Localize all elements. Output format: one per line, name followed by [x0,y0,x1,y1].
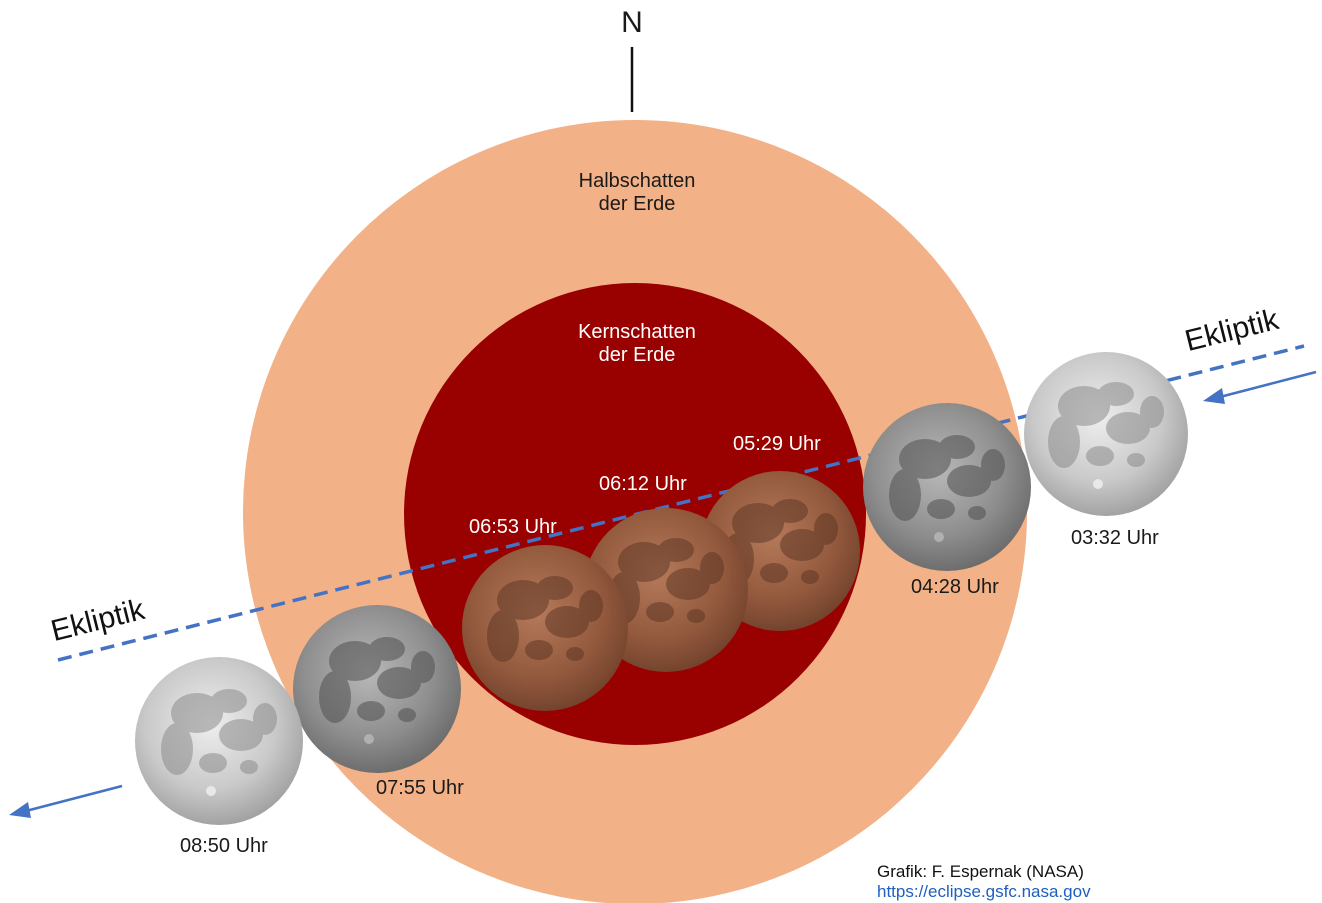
moon-0428 [863,403,1031,571]
umbra-label-line2: der Erde [598,344,676,366]
moon-0653 [462,545,628,711]
time-label-0755: 07:55 Uhr [376,777,464,799]
moon-0850 [135,657,303,825]
arrow-right-icon [1203,370,1317,404]
time-label-0332: 03:32 Uhr [1071,527,1159,549]
penumbra-label: Halbschatten der Erde [537,170,737,216]
time-label-0529: 05:29 Uhr [733,433,821,455]
time-label-0428: 04:28 Uhr [911,576,999,598]
moon-0332 [1024,352,1188,516]
credit-author: Grafik: F. Espernak (NASA) [877,862,1084,881]
umbra-label: Kernschatten der Erde [527,321,747,367]
penumbra-label-line2: der Erde [598,193,676,215]
time-label-0850: 08:50 Uhr [180,835,268,857]
moon-0755 [293,605,461,773]
ecliptic-line [57,344,1305,662]
arrow-left-icon [9,784,123,818]
umbra-label-line1: Kernschatten [578,321,696,343]
penumbra-label-line1: Halbschatten [578,170,696,192]
time-label-0653: 06:53 Uhr [469,516,557,538]
north-label: N [621,6,643,39]
time-label-0612: 06:12 Uhr [599,473,687,495]
credit: Grafik: F. Espernak (NASA) https://eclip… [877,862,1091,901]
credit-link[interactable]: https://eclipse.gsfc.nasa.gov [877,881,1091,901]
